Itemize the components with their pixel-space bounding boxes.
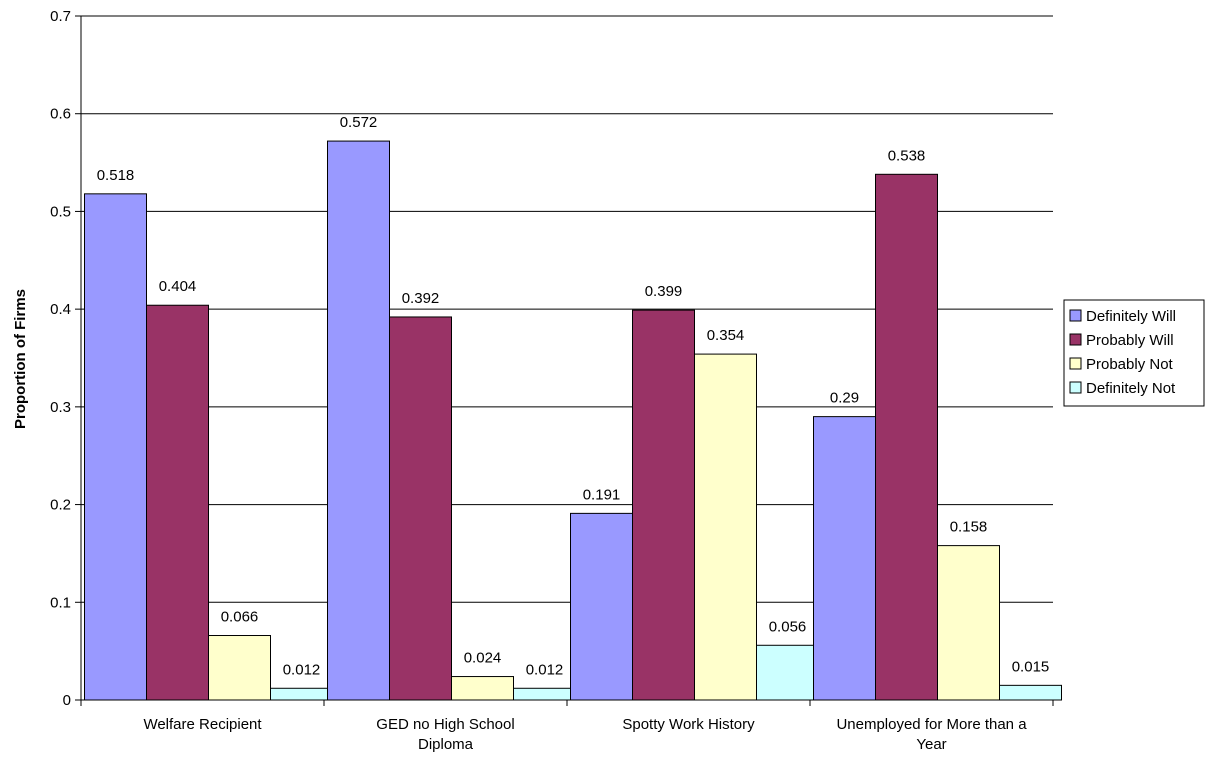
y-tick-label: 0.1 bbox=[50, 594, 71, 611]
data-label: 0.29 bbox=[830, 390, 859, 407]
bars bbox=[84, 140, 1062, 701]
data-label: 0.354 bbox=[707, 327, 745, 344]
category-label: Unemployed for More than a bbox=[836, 716, 1027, 733]
legend-label: Definitely Will bbox=[1086, 308, 1176, 325]
data-label: 0.158 bbox=[950, 519, 988, 536]
category-label: Year bbox=[916, 736, 946, 753]
bar bbox=[146, 304, 209, 701]
gridlines bbox=[81, 15, 1053, 603]
bar bbox=[451, 676, 514, 701]
category-label: Spotty Work History bbox=[622, 716, 755, 733]
data-label: 0.399 bbox=[645, 283, 683, 300]
bar bbox=[875, 173, 938, 701]
y-tick-label: 0.2 bbox=[50, 497, 71, 514]
data-label: 0.066 bbox=[221, 609, 259, 626]
data-label: 0.518 bbox=[97, 167, 135, 184]
legend-swatch bbox=[1069, 357, 1082, 370]
data-label: 0.015 bbox=[1012, 658, 1050, 675]
bar bbox=[389, 316, 452, 701]
y-tick-label: 0.4 bbox=[50, 301, 71, 318]
bar bbox=[694, 353, 757, 701]
bar bbox=[937, 545, 1000, 701]
legend: Definitely Will Probably Will Probably Not… bbox=[1063, 299, 1205, 407]
data-label: 0.404 bbox=[159, 278, 197, 295]
legend-box bbox=[1063, 299, 1205, 407]
legend-label: Probably Not bbox=[1086, 356, 1174, 373]
y-tick-label: 0.5 bbox=[50, 203, 71, 220]
data-label: 0.012 bbox=[283, 661, 321, 678]
bar bbox=[813, 416, 876, 701]
bar bbox=[513, 687, 576, 701]
data-labels: 0.518 0.404 0.066 0.012 0.572 0.392 0.024 0.012… bbox=[97, 114, 1050, 678]
y-tick-label: 0 bbox=[63, 692, 71, 709]
y-tick-label: 0.3 bbox=[50, 399, 71, 416]
legend-label: Definitely Not bbox=[1086, 380, 1176, 397]
category-label: GED no High School bbox=[376, 716, 514, 733]
data-label: 0.538 bbox=[888, 147, 926, 164]
data-label: 0.191 bbox=[583, 486, 621, 503]
y-tick-labels: 0 0.1 0.2 0.3 0.4 0.5 0.6 0.7 bbox=[50, 8, 71, 709]
y-tick-label: 0.6 bbox=[50, 106, 71, 123]
data-label: 0.572 bbox=[340, 114, 378, 131]
category-label: Welfare Recipient bbox=[143, 716, 262, 733]
bar bbox=[327, 140, 390, 701]
y-axis-label: Proportion of Firms bbox=[12, 289, 29, 429]
data-label: 0.056 bbox=[769, 618, 807, 635]
data-label: 0.392 bbox=[402, 290, 440, 307]
bar bbox=[632, 309, 695, 701]
y-tick-label: 0.7 bbox=[50, 8, 71, 25]
legend-swatch bbox=[1069, 333, 1082, 346]
legend-label: Probably Will bbox=[1086, 332, 1174, 349]
bar bbox=[84, 193, 147, 701]
data-label: 0.012 bbox=[526, 661, 564, 678]
legend-swatch bbox=[1069, 309, 1082, 322]
bar bbox=[270, 687, 333, 701]
bar bbox=[208, 635, 271, 701]
legend-swatch bbox=[1069, 381, 1082, 394]
bar bbox=[999, 684, 1062, 701]
bar bbox=[570, 512, 633, 701]
axes bbox=[75, 15, 1054, 706]
category-labels: Welfare Recipient GED no High School Diplo… bbox=[143, 716, 1027, 753]
bar bbox=[756, 644, 819, 701]
data-label: 0.024 bbox=[464, 650, 502, 667]
category-label: Diploma bbox=[418, 736, 474, 753]
